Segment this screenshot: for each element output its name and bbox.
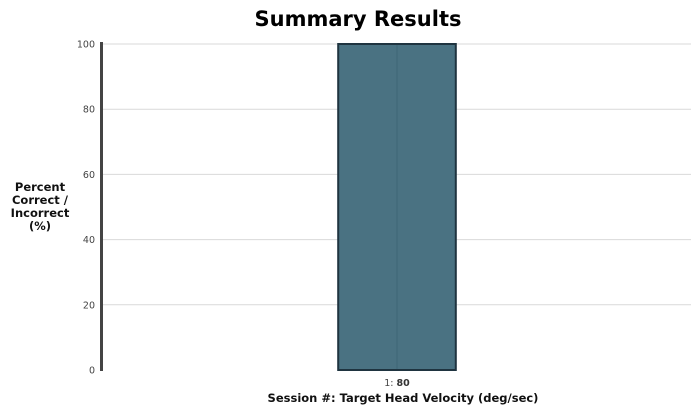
x-category-label-0: 1: 80: [384, 378, 410, 389]
chart-title: Summary Results: [255, 7, 462, 31]
x-category-velocity-0: 80: [397, 378, 411, 389]
x-axis-title: Session #: Target Head Velocity (deg/sec…: [268, 391, 539, 405]
y-axis-title: Percent Correct / Incorrect (%): [11, 180, 70, 233]
y-tick-label-60: 60: [83, 170, 95, 181]
y-axis-title-line-3: Incorrect: [11, 206, 70, 220]
x-category-session-0: 1:: [384, 378, 396, 389]
y-tick-label-0: 0: [89, 366, 95, 377]
y-axis-title-line-2: Correct /: [12, 193, 69, 207]
x-category-labels: 1: 80: [384, 378, 410, 389]
y-tick-label-80: 80: [83, 105, 95, 116]
y-tick-label-100: 100: [77, 40, 95, 51]
y-tick-label-20: 20: [83, 300, 95, 311]
y-tick-label-40: 40: [83, 235, 95, 246]
y-axis-title-line-1: Percent: [15, 180, 66, 194]
bars: [337, 43, 457, 371]
y-tick-labels: 0 20 40 60 80 100: [77, 40, 95, 377]
y-axis-title-line-4: (%): [29, 219, 51, 233]
